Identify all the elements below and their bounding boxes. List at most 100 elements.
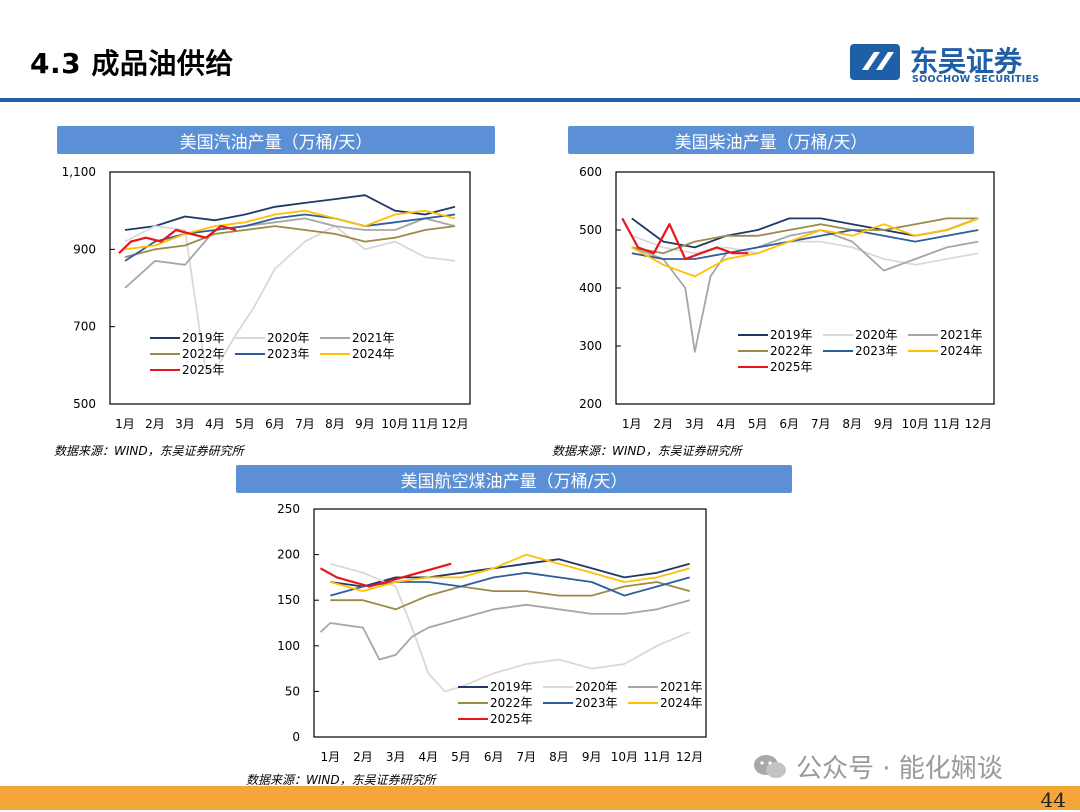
- y-tick-label: 300: [579, 339, 602, 353]
- y-tick-label: 100: [277, 639, 300, 653]
- jet-chart: 0 50 100 150 200 250 1月 2月 3月 4月 5月 6月 7月 8月 9月 10月 11月 1…: [277, 502, 707, 764]
- x-tick-label: 2月: [145, 417, 165, 431]
- header-rule: [0, 98, 1080, 102]
- y-tick-label: 600: [579, 165, 602, 179]
- y-tick-label: 150: [277, 593, 300, 607]
- legend-label: 2019年: [770, 328, 813, 342]
- y-tick-label: 1,100: [62, 165, 96, 179]
- legend-label: 2021年: [660, 680, 703, 694]
- x-tick-label: 7月: [295, 417, 315, 431]
- legend-label: 2024年: [352, 347, 395, 361]
- legend-label: 2020年: [855, 328, 898, 342]
- x-tick-label: 5月: [235, 417, 255, 431]
- series-line-2019年: [124, 194, 456, 231]
- legend-label: 2019年: [490, 680, 533, 694]
- legend-label: 2024年: [940, 344, 983, 358]
- legend-label: 2022年: [182, 347, 225, 361]
- x-tick-label: 12月: [965, 417, 992, 431]
- y-tick-label: 50: [285, 684, 300, 698]
- plot-frame: [109, 171, 471, 405]
- series-line-2024年: [631, 217, 979, 278]
- x-tick-label: 7月: [517, 750, 537, 764]
- legend-label: 2025年: [770, 360, 813, 374]
- diesel-chart-title: 美国柴油产量（万桶/天）: [568, 126, 974, 154]
- legend-label: 2023年: [855, 344, 898, 358]
- series-line-2025年: [621, 217, 749, 261]
- footer-bar: [0, 786, 1080, 810]
- x-tick-label: 7月: [811, 417, 831, 431]
- page-title: 4.3 成品油供给: [30, 47, 234, 80]
- series-line-2022年: [124, 225, 456, 258]
- legend-label: 2025年: [490, 712, 533, 726]
- legend-label: 2020年: [575, 680, 618, 694]
- y-tick-label: 0: [292, 730, 300, 744]
- legend-label: 2022年: [490, 696, 533, 710]
- legend-label: 2021年: [940, 328, 983, 342]
- diesel-chart: 200 300 400 500 600 1月 2月 3月 4月 5月 6月 7月 8月 9月 10月 11月 1…: [579, 165, 995, 431]
- series-line-2025年: [118, 224, 237, 254]
- x-tick-label: 9月: [874, 417, 894, 431]
- y-tick-label: 700: [73, 320, 96, 334]
- gasoline-chart-title: 美国汽油产量（万桶/天）: [57, 126, 495, 154]
- x-tick-label: 10月: [611, 750, 638, 764]
- x-tick-label: 8月: [549, 750, 569, 764]
- legend-label: 2020年: [267, 331, 310, 345]
- legend-label: 2023年: [267, 347, 310, 361]
- series-line-2024年: [330, 553, 690, 592]
- x-tick-label: 1月: [115, 417, 135, 431]
- x-tick-label: 6月: [779, 417, 799, 431]
- logo-en: SOOCHOW SECURITIES: [912, 74, 1040, 85]
- x-tick-label: 1月: [321, 750, 341, 764]
- logo-icon: [850, 44, 900, 80]
- series-line-2025年: [319, 562, 452, 588]
- x-tick-label: 4月: [205, 417, 225, 431]
- gasoline-chart: 500 700 900 1,100 1月 2月 3月 4月 5月 6月 7月 8月 9月 10月 11月 12…: [62, 165, 471, 431]
- x-tick-label: 5月: [451, 750, 471, 764]
- x-tick-label: 8月: [325, 417, 345, 431]
- jet-chart-title: 美国航空煤油产量（万桶/天）: [236, 465, 792, 493]
- x-tick-label: 6月: [265, 417, 285, 431]
- legend-label: 2023年: [575, 696, 618, 710]
- series-line-2021年: [631, 229, 979, 353]
- jet-source: 数据来源：WIND，东吴证券研究所: [246, 773, 436, 787]
- x-tick-label: 9月: [355, 417, 375, 431]
- x-tick-label: 4月: [419, 750, 439, 764]
- diesel-source: 数据来源：WIND，东吴证券研究所: [552, 444, 742, 458]
- series-line-2021年: [319, 599, 690, 661]
- legend-label: 2019年: [182, 331, 225, 345]
- wechat-icon: [754, 754, 786, 778]
- legend-label: 2021年: [352, 331, 395, 345]
- x-tick-label: 5月: [748, 417, 768, 431]
- y-tick-label: 200: [277, 548, 300, 562]
- x-tick-label: 11月: [643, 750, 670, 764]
- series-line-2023年: [631, 229, 979, 260]
- plot-frame: [313, 508, 707, 738]
- y-tick-label: 200: [579, 397, 602, 411]
- x-tick-label: 11月: [411, 417, 438, 431]
- series-line-2019年: [330, 558, 690, 588]
- watermark: 公众号 · 能化娴谈: [752, 748, 1003, 785]
- y-tick-label: 500: [73, 397, 96, 411]
- x-tick-label: 12月: [441, 417, 468, 431]
- y-tick-label: 900: [73, 242, 96, 256]
- y-tick-label: 400: [579, 281, 602, 295]
- gasoline-source: 数据来源：WIND，东吴证券研究所: [54, 444, 244, 458]
- x-tick-label: 4月: [716, 417, 736, 431]
- logo-name: 东吴证券: [910, 45, 1023, 78]
- x-tick-label: 2月: [353, 750, 373, 764]
- series-line-2024年: [124, 209, 456, 251]
- x-tick-label: 11月: [933, 417, 960, 431]
- series-line-2020年: [124, 225, 456, 375]
- x-tick-label: 12月: [676, 750, 703, 764]
- x-tick-label: 3月: [386, 750, 406, 764]
- y-tick-label: 500: [579, 223, 602, 237]
- legend-label: 2022年: [770, 344, 813, 358]
- x-tick-label: 3月: [685, 417, 705, 431]
- legend-label: 2024年: [660, 696, 703, 710]
- x-tick-label: 9月: [582, 750, 602, 764]
- x-tick-label: 10月: [902, 417, 929, 431]
- x-tick-label: 6月: [484, 750, 504, 764]
- x-tick-label: 1月: [622, 417, 642, 431]
- x-tick-label: 3月: [175, 417, 195, 431]
- soochow-logo: 东吴证券 SOOCHOW SECURITIES: [848, 40, 1058, 90]
